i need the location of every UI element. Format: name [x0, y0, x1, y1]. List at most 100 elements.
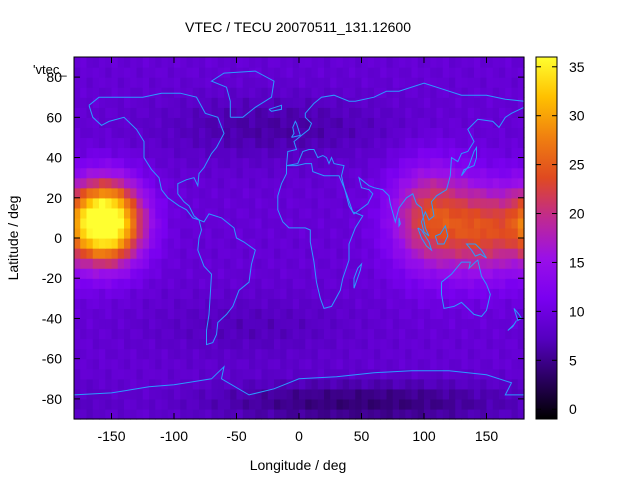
heatmap-cell: [92, 57, 100, 68]
heatmap-cell: [505, 378, 513, 390]
coastline-16: [398, 217, 401, 228]
heatmap-cell: [149, 97, 156, 108]
heatmap-cell: [399, 117, 406, 128]
heatmap-cell: [224, 278, 231, 289]
heatmap-cell: [374, 398, 381, 410]
heatmap-cell: [142, 258, 150, 269]
heatmap-cell: [117, 398, 125, 410]
heatmap-cell: [480, 398, 488, 410]
heatmap-cell: [305, 57, 313, 68]
heatmap-cell: [311, 348, 319, 360]
heatmap-cell: [474, 288, 481, 299]
heatmap-cell: [311, 177, 319, 189]
heatmap-cell: [167, 117, 175, 128]
heatmap-cell: [130, 268, 138, 279]
heatmap-cell: [136, 217, 144, 229]
heatmap-cell: [486, 197, 494, 209]
heatmap-cell: [92, 328, 100, 340]
heatmap-cell: [180, 127, 188, 139]
heatmap-cell: [505, 368, 513, 380]
heatmap-cell: [474, 388, 481, 400]
heatmap-cell: [311, 338, 319, 350]
heatmap-cell: [149, 308, 156, 320]
heatmap-cell: [230, 197, 238, 209]
heatmap-cell: [386, 167, 394, 179]
heatmap-cell: [167, 167, 175, 179]
heatmap-cell: [430, 368, 438, 380]
heatmap-cell: [480, 388, 488, 400]
heatmap-cell: [192, 238, 200, 249]
heatmap-cell: [424, 308, 431, 320]
heatmap-cell: [230, 268, 238, 279]
heatmap-cell: [405, 157, 413, 169]
heatmap-cell: [99, 368, 106, 380]
heatmap-cell: [255, 167, 263, 179]
heatmap-cell: [86, 338, 94, 350]
heatmap-cell: [217, 288, 225, 299]
heatmap-cell: [424, 238, 431, 249]
heatmap-cell: [380, 398, 388, 410]
heatmap-cell: [480, 157, 488, 169]
heatmap-cell: [299, 157, 306, 169]
heatmap-cell: [180, 318, 188, 330]
heatmap-cell: [130, 348, 138, 360]
heatmap-cell: [430, 157, 438, 169]
heatmap-cell: [474, 328, 481, 340]
heatmap-cell: [442, 117, 450, 128]
heatmap-cell: [205, 187, 213, 199]
heatmap-cell: [442, 137, 450, 149]
heatmap-cell: [424, 348, 431, 360]
heatmap-cell: [124, 147, 131, 159]
heatmap-cell: [224, 177, 231, 189]
heatmap-cell: [124, 318, 131, 330]
heatmap-cell: [230, 137, 238, 149]
heatmap-cell: [355, 207, 363, 219]
heatmap-cell: [155, 57, 163, 68]
heatmap-cell: [224, 167, 231, 179]
heatmap-cell: [499, 167, 506, 179]
heatmap-cell: [111, 137, 119, 149]
heatmap-cell: [317, 408, 325, 420]
heatmap-cell: [342, 258, 350, 269]
heatmap-cell: [142, 318, 150, 330]
heatmap-cell: [492, 77, 500, 88]
x-tick-label: 50: [354, 428, 370, 444]
heatmap-cell: [261, 157, 269, 169]
heatmap-cell: [417, 328, 425, 340]
heatmap-cell: [380, 77, 388, 88]
heatmap-cell: [105, 107, 113, 118]
heatmap-cell: [236, 167, 244, 179]
heatmap-cell: [117, 157, 125, 169]
heatmap-cell: [336, 87, 344, 98]
heatmap-cell: [124, 137, 131, 149]
coastline-14: [507, 320, 517, 331]
heatmap-cell: [167, 348, 175, 360]
heatmap-cell: [74, 398, 81, 410]
heatmap-cell: [255, 207, 263, 219]
heatmap-cell: [330, 57, 338, 68]
heatmap-cell: [317, 87, 325, 98]
heatmap-cell: [486, 117, 494, 128]
heatmap-cell: [467, 368, 475, 380]
heatmap-cell: [155, 378, 163, 390]
heatmap-cell: [230, 308, 238, 320]
heatmap-cell: [305, 258, 313, 269]
heatmap-cell: [111, 77, 119, 88]
heatmap-cell: [286, 197, 294, 209]
heatmap-cell: [467, 248, 475, 259]
heatmap-cell: [324, 107, 331, 118]
heatmap-cell: [349, 378, 356, 390]
heatmap-cell: [80, 207, 88, 219]
heatmap-cell: [74, 177, 81, 189]
heatmap-cell: [92, 217, 100, 229]
heatmap-cell: [217, 388, 225, 400]
heatmap-cell: [342, 408, 350, 420]
heatmap-cell: [99, 57, 106, 68]
heatmap-cell: [399, 378, 406, 390]
heatmap-cell: [511, 157, 519, 169]
heatmap-cell: [349, 177, 356, 189]
heatmap-cell: [430, 127, 438, 139]
heatmap-cell: [461, 107, 469, 118]
heatmap-cell: [211, 97, 219, 108]
heatmap-cell: [99, 187, 106, 199]
